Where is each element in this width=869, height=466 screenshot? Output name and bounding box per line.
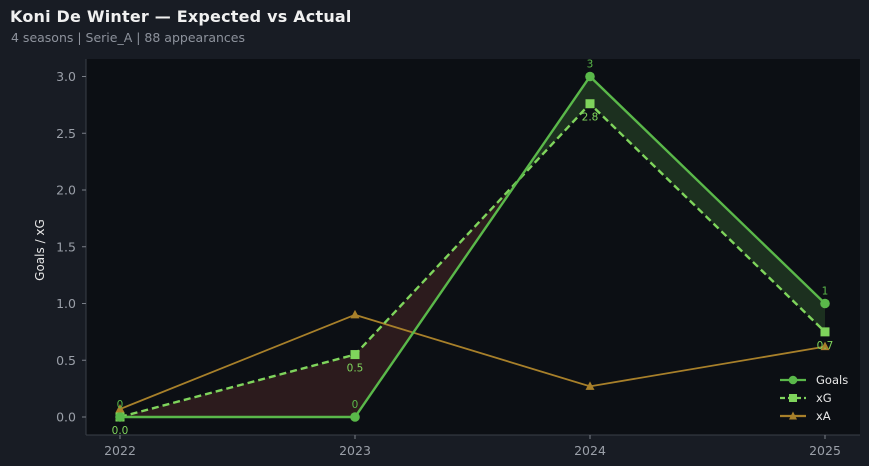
xg-data-label: 0.0 <box>112 425 129 437</box>
xa-point <box>350 309 360 319</box>
legend-marker <box>789 394 797 402</box>
x-tick-label: 2024 <box>574 443 606 458</box>
x-tick-label: 2022 <box>104 443 136 458</box>
y-axis-label: Goals / xG <box>33 219 47 281</box>
goals-line <box>120 74 826 419</box>
y-tick-label: 2.5 <box>56 126 76 141</box>
legend-label: xA <box>816 409 831 423</box>
y-tick-label: 2.0 <box>56 183 76 198</box>
xg-point <box>585 99 595 109</box>
xg-point <box>350 350 360 360</box>
xa-point <box>115 404 125 413</box>
xg-data-label: 0.5 <box>347 363 364 375</box>
y-tick-label: 3.0 <box>56 69 76 84</box>
xg-data-label: 0.7 <box>817 340 834 352</box>
performance-gap-fill <box>590 76 825 332</box>
goals-data-label: 1 <box>822 286 829 298</box>
goals-point <box>115 412 125 422</box>
xa-point <box>585 381 595 390</box>
goals-point <box>820 298 830 309</box>
chart-title: Koni De Winter — Expected vs Actual <box>10 7 352 26</box>
legend-label: Goals <box>816 373 848 387</box>
y-tick-label: 0.0 <box>56 410 76 425</box>
xa-point <box>820 341 830 351</box>
y-tick-label: 1.5 <box>56 239 76 254</box>
legend-label: xG <box>816 391 832 405</box>
y-tick-label: 0.5 <box>56 353 76 368</box>
x-tick-label: 2025 <box>809 443 841 458</box>
x-tick-label: 2023 <box>339 443 371 458</box>
goals-data-label: 0 <box>117 399 124 411</box>
goals-point <box>350 412 360 422</box>
goals-data-label: 0 <box>352 399 359 411</box>
goals-data-label: 3 <box>587 59 594 71</box>
xg-point <box>820 327 830 337</box>
xg-line <box>119 102 826 419</box>
xa-line <box>119 313 826 410</box>
legend-marker <box>789 411 797 420</box>
xg-data-label: 2.8 <box>582 112 599 124</box>
legend-marker <box>788 375 798 385</box>
chart-subtitle: 4 seasons | Serie_A | 88 appearances <box>11 30 245 45</box>
y-tick-label: 1.0 <box>56 296 76 311</box>
goals-point <box>585 71 595 82</box>
